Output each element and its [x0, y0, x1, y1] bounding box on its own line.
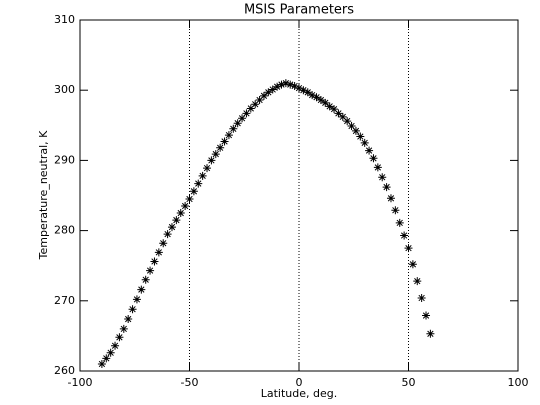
data-point [391, 206, 400, 215]
data-point [277, 80, 286, 89]
data-point [119, 324, 128, 333]
y-tick-label: 260 [54, 364, 75, 377]
data-point [220, 137, 229, 146]
data-point [334, 109, 343, 118]
data-point [356, 132, 365, 141]
y-tick-label: 270 [54, 294, 75, 307]
y-tick-label: 310 [54, 13, 75, 26]
data-point [216, 143, 225, 152]
x-tick-label: 0 [296, 376, 303, 389]
y-tick-label: 280 [54, 224, 75, 237]
data-point [229, 124, 238, 133]
data-point [150, 257, 159, 266]
data-point [111, 341, 120, 350]
y-tick-label: 290 [54, 153, 75, 166]
x-tick-label: -50 [181, 376, 199, 389]
y-tick-label: 300 [54, 83, 75, 96]
data-point [207, 156, 216, 165]
data-point [146, 266, 155, 275]
data-point [211, 150, 220, 159]
data-point [417, 293, 426, 302]
data-point [330, 105, 339, 114]
data-point [176, 209, 185, 218]
data-point [413, 277, 422, 286]
data-point [154, 248, 163, 257]
data-point [189, 187, 198, 196]
x-tick-label: 50 [402, 376, 416, 389]
data-point [338, 112, 347, 121]
data-point [422, 311, 431, 320]
data-point [316, 96, 325, 105]
data-point [172, 216, 181, 225]
data-point [369, 154, 378, 163]
data-point [286, 80, 295, 89]
data-point [312, 93, 321, 102]
data-point [365, 146, 374, 155]
data-point [102, 354, 111, 363]
data-point [167, 223, 176, 232]
data-point [106, 348, 115, 357]
data-point [132, 295, 141, 304]
data-point [97, 359, 106, 368]
data-point [128, 305, 137, 314]
data-point [255, 96, 264, 105]
data-point [268, 85, 277, 94]
data-point [224, 131, 233, 140]
data-point [246, 104, 255, 113]
data-point [321, 98, 330, 107]
data-point [347, 122, 356, 131]
data-point [404, 244, 413, 253]
data-point [185, 195, 194, 204]
data-point [378, 173, 387, 182]
data-point [159, 239, 168, 248]
data-point [343, 117, 352, 126]
data-point [141, 275, 150, 284]
plot-frame [79, 19, 519, 372]
data-point [395, 218, 404, 227]
data-point [115, 333, 124, 342]
data-point [325, 102, 334, 111]
x-axis-label: Latitude, deg. [261, 387, 338, 400]
x-tick-label: 100 [508, 376, 529, 389]
data-point [163, 230, 172, 239]
data-point [373, 163, 382, 172]
data-point [264, 88, 273, 97]
x-tick-label: -100 [68, 376, 93, 389]
data-point [295, 84, 303, 93]
data-point [233, 119, 242, 128]
data-point [198, 171, 207, 180]
data-point [308, 91, 317, 100]
data-point [426, 329, 435, 338]
data-point [203, 164, 212, 173]
data-point [124, 315, 133, 324]
chart-title: MSIS Parameters [244, 3, 354, 18]
data-point [181, 202, 190, 211]
y-axis-label: Temperature_neutral, K [37, 130, 50, 261]
data-point [408, 260, 417, 269]
data-point [238, 114, 247, 123]
data-point [290, 81, 299, 90]
data-point [382, 183, 391, 192]
data-point [400, 231, 409, 240]
data-point [351, 126, 360, 135]
data-point [299, 86, 308, 95]
data-point [137, 285, 146, 294]
data-point [259, 91, 268, 100]
data-point [273, 82, 282, 91]
data-point [360, 138, 369, 147]
data-point [194, 179, 203, 188]
data-point [251, 100, 260, 109]
data-point [242, 109, 251, 118]
data-point [386, 194, 395, 203]
data-point [281, 79, 290, 88]
data-point [303, 88, 312, 97]
